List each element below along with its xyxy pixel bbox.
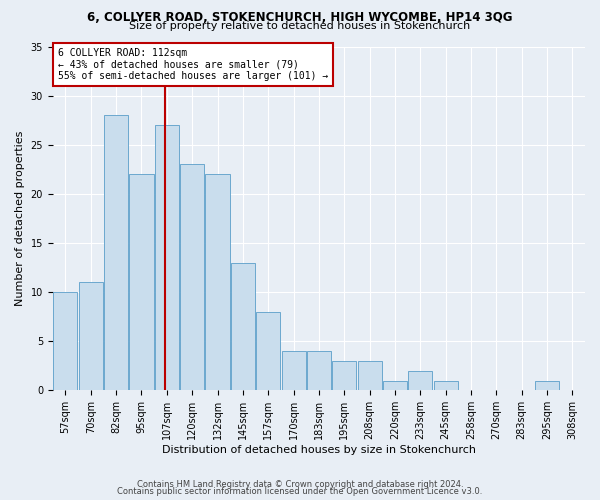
Bar [434, 380, 458, 390]
Bar [130, 174, 154, 390]
Y-axis label: Number of detached properties: Number of detached properties [15, 130, 25, 306]
Bar [180, 164, 204, 390]
Bar [205, 174, 230, 390]
Text: 6, COLLYER ROAD, STOKENCHURCH, HIGH WYCOMBE, HP14 3QG: 6, COLLYER ROAD, STOKENCHURCH, HIGH WYCO… [87, 11, 513, 24]
X-axis label: Distribution of detached houses by size in Stokenchurch: Distribution of detached houses by size … [162, 445, 476, 455]
Bar [256, 312, 280, 390]
Bar [104, 116, 128, 390]
Bar [281, 351, 305, 391]
Bar [332, 361, 356, 390]
Bar [53, 292, 77, 390]
Bar [358, 361, 382, 390]
Bar [231, 262, 255, 390]
Text: Contains public sector information licensed under the Open Government Licence v3: Contains public sector information licen… [118, 487, 482, 496]
Bar [79, 282, 103, 391]
Bar [383, 380, 407, 390]
Text: Size of property relative to detached houses in Stokenchurch: Size of property relative to detached ho… [130, 21, 470, 31]
Text: 6 COLLYER ROAD: 112sqm
← 43% of detached houses are smaller (79)
55% of semi-det: 6 COLLYER ROAD: 112sqm ← 43% of detached… [58, 48, 328, 82]
Bar [408, 370, 433, 390]
Text: Contains HM Land Registry data © Crown copyright and database right 2024.: Contains HM Land Registry data © Crown c… [137, 480, 463, 489]
Bar [155, 125, 179, 390]
Bar [535, 380, 559, 390]
Bar [307, 351, 331, 391]
